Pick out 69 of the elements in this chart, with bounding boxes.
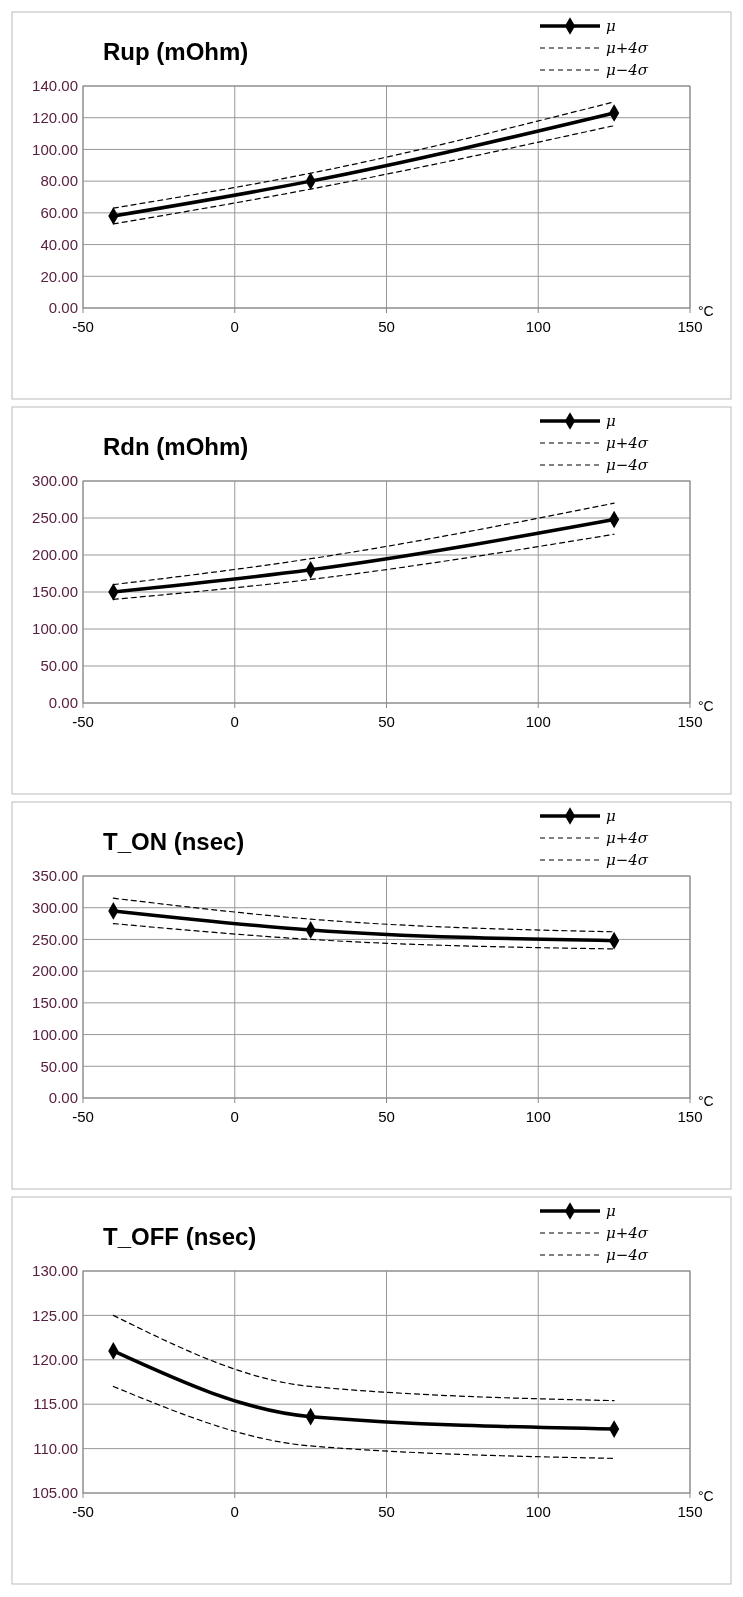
y-tick-label: 115.00 (33, 1395, 78, 1413)
x-tick-label: -50 (72, 1503, 94, 1520)
y-tick-label: 120.00 (32, 108, 78, 126)
x-tick-label: 0 (230, 1503, 239, 1520)
legend-label: μ+4σ (606, 39, 649, 58)
x-axis-title: °C (698, 303, 714, 319)
legend-label: μ+4σ (606, 434, 649, 453)
y-tick-label: 120.00 (32, 1351, 78, 1369)
y-tick-label: 60.00 (40, 204, 78, 222)
x-tick-label: 100 (525, 1108, 551, 1125)
y-tick-label: 125.00 (32, 1306, 78, 1324)
x-tick-label: 50 (378, 318, 395, 335)
x-tick-label: 100 (525, 713, 551, 730)
y-tick-label: 50.00 (40, 657, 78, 675)
legend-label: μ−4σ (606, 1246, 649, 1265)
y-tick-label: 350.00 (32, 867, 78, 885)
y-tick-label: 80.00 (40, 172, 78, 190)
y-tick-label: 130.00 (32, 1262, 78, 1280)
legend-label: μ+4σ (606, 829, 649, 848)
y-tick-label: 110.00 (33, 1439, 78, 1457)
legend-label: μ−4σ (606, 456, 649, 475)
chart-title: Rdn (mOhm) (103, 433, 249, 460)
y-tick-label: 50.00 (40, 1057, 78, 1075)
y-tick-label: 250.00 (32, 509, 78, 527)
x-tick-label: 50 (378, 1108, 395, 1125)
y-tick-label: 100.00 (32, 620, 78, 638)
x-tick-label: 0 (230, 713, 239, 730)
y-tick-label: 40.00 (40, 235, 78, 253)
y-tick-label: 105.00 (32, 1484, 78, 1502)
x-tick-label: 150 (677, 713, 703, 730)
legend-label: μ (606, 807, 616, 826)
x-axis-title: °C (698, 1488, 714, 1504)
y-tick-label: 140.00 (32, 77, 78, 95)
y-tick-label: 300.00 (32, 898, 78, 916)
x-tick-label: -50 (72, 1108, 94, 1125)
x-tick-label: 150 (677, 1108, 703, 1125)
x-tick-label: 100 (525, 318, 551, 335)
legend-label: μ (606, 17, 616, 36)
x-tick-label: 50 (378, 1503, 395, 1520)
y-tick-label: 150.00 (32, 583, 78, 601)
x-tick-label: 150 (677, 318, 703, 335)
y-tick-label: 200.00 (32, 546, 78, 564)
x-tick-label: -50 (72, 318, 94, 335)
y-tick-label: 0.00 (48, 694, 78, 712)
y-tick-label: 100.00 (32, 140, 78, 158)
y-tick-label: 150.00 (32, 994, 78, 1012)
y-tick-label: 250.00 (32, 930, 78, 948)
chart-title: T_OFF (nsec) (103, 1223, 257, 1250)
x-axis-title: °C (698, 698, 714, 714)
x-tick-label: -50 (72, 713, 94, 730)
legend-label: μ−4σ (606, 61, 649, 80)
x-tick-label: 150 (677, 1503, 703, 1520)
y-tick-label: 20.00 (40, 267, 78, 285)
legend-label: μ−4σ (606, 851, 649, 870)
x-tick-label: 0 (230, 318, 239, 335)
legend-label: μ (606, 1202, 616, 1221)
x-tick-label: 0 (230, 1108, 239, 1125)
y-tick-label: 100.00 (32, 1025, 78, 1043)
y-tick-label: 300.00 (32, 472, 78, 490)
legend-label: μ+4σ (606, 1224, 649, 1243)
x-tick-label: 50 (378, 713, 395, 730)
x-axis-title: °C (698, 1093, 714, 1109)
chart-title: T_ON (nsec) (103, 828, 245, 855)
y-tick-label: 0.00 (48, 1089, 78, 1107)
y-tick-label: 200.00 (32, 962, 78, 980)
legend-label: μ (606, 412, 616, 431)
x-tick-label: 100 (525, 1503, 551, 1520)
chart-title: Rup (mOhm) (103, 38, 249, 65)
y-tick-label: 0.00 (48, 299, 78, 317)
